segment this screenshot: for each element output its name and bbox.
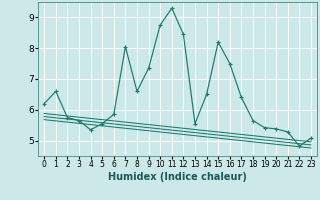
X-axis label: Humidex (Indice chaleur): Humidex (Indice chaleur) — [108, 172, 247, 182]
